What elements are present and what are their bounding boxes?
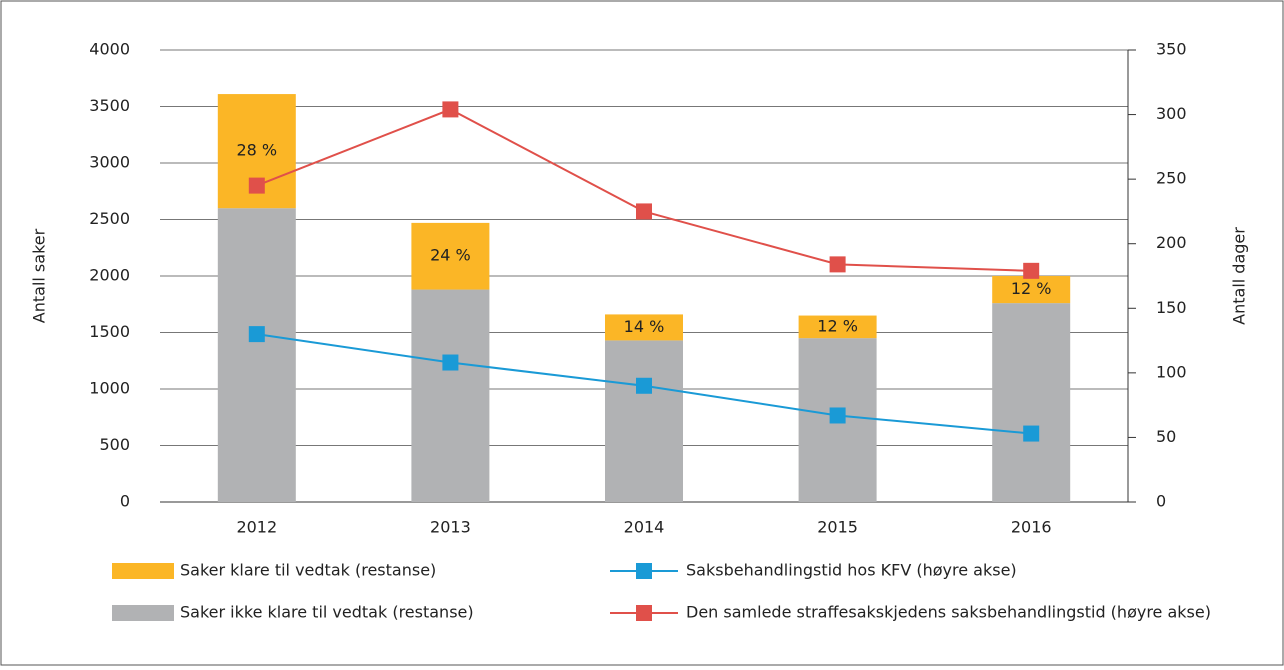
bar (605, 340, 683, 502)
bar-annotation: 12 % (1011, 279, 1052, 298)
marker (248, 177, 265, 194)
marker (636, 203, 652, 220)
bar-annotation: 12 % (817, 316, 858, 335)
bar-annotation: 14 % (624, 317, 665, 336)
legend-swatch (112, 605, 174, 621)
legend-marker (636, 563, 652, 579)
bar (992, 276, 1071, 304)
legend-label: Den samlede straffesakskjedens saksbehan… (686, 603, 1211, 622)
y-tick-label: 2000 (89, 266, 130, 285)
y2-tick-label: 100 (1156, 362, 1187, 381)
bar (798, 315, 877, 339)
marker (829, 407, 846, 424)
legend-marker (636, 605, 652, 621)
x-tick-label: 2012 (236, 518, 277, 537)
bar (992, 303, 1071, 502)
y2-tick-label: 0 (1156, 492, 1166, 511)
x-tick-label: 2013 (430, 518, 471, 537)
x-tick-label: 2016 (1011, 518, 1052, 537)
marker (1023, 425, 1040, 442)
legend-label: Saker ikke klare til vedtak (restanse) (180, 603, 474, 622)
marker (442, 354, 459, 371)
bar (605, 314, 683, 341)
y-tick-label: 3500 (89, 96, 130, 115)
y-axis-label: Antall saker (30, 228, 49, 323)
y2-tick-label: 350 (1156, 40, 1187, 59)
y2-tick-label: 50 (1156, 427, 1176, 446)
x-tick-label: 2014 (624, 518, 665, 537)
bar-annotation: 28 % (236, 141, 277, 160)
y2-tick-label: 200 (1156, 233, 1187, 252)
y-tick-label: 2500 (89, 209, 130, 228)
marker (636, 377, 652, 394)
marker (248, 326, 265, 343)
y2-axis-label: Antall dager (1230, 227, 1249, 325)
y-tick-label: 500 (99, 435, 130, 454)
bar-annotation: 24 % (430, 246, 471, 265)
bar (411, 289, 490, 502)
y2-tick-label: 250 (1156, 169, 1187, 188)
legend-label: Saker klare til vedtak (restanse) (180, 561, 436, 580)
y-tick-label: 3000 (89, 153, 130, 172)
marker (1023, 262, 1040, 279)
legend-swatch (112, 563, 174, 579)
y2-tick-label: 300 (1156, 104, 1187, 123)
legend-label: Saksbehandlingstid hos KFV (høyre akse) (686, 561, 1017, 580)
y-tick-label: 1500 (89, 322, 130, 341)
y-tick-label: 0 (120, 492, 130, 511)
line (256, 108, 1032, 272)
marker (442, 101, 459, 118)
marker (829, 256, 846, 273)
y-tick-label: 4000 (89, 40, 130, 59)
x-tick-label: 2015 (817, 518, 858, 537)
bar (411, 222, 490, 290)
y-tick-label: 1000 (89, 379, 130, 398)
bar (217, 208, 296, 502)
y2-tick-label: 150 (1156, 298, 1187, 317)
